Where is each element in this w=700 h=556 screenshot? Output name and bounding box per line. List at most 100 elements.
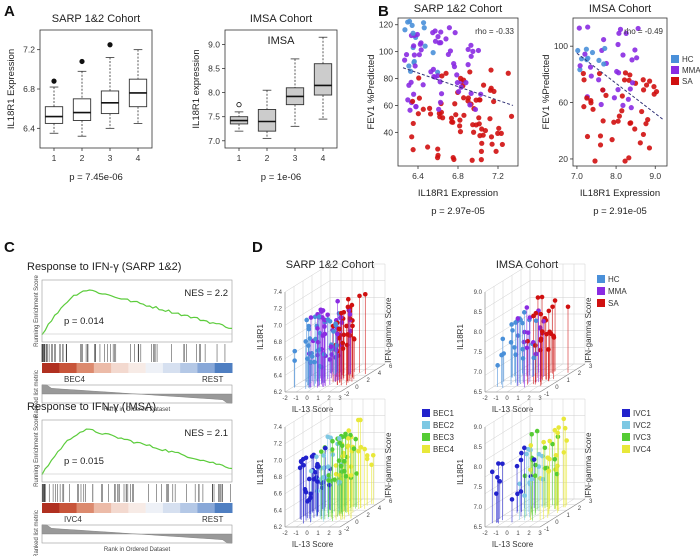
scatter3d-point: [520, 320, 525, 326]
scatter-point: [472, 106, 479, 113]
box: [313, 63, 333, 96]
scatter3d-point: [510, 328, 515, 333]
scatter3d-point: [527, 315, 533, 320]
scatter-point: [619, 93, 625, 99]
scatter-point: [496, 125, 502, 131]
z-tick-label: 7.0: [274, 323, 283, 329]
y-axis-label: IFN-gamma Score: [384, 432, 393, 498]
scatter-point: [473, 97, 479, 103]
scatter-point: [410, 120, 416, 127]
y-tick-label: 60: [384, 100, 394, 110]
y-tick-label: 6.4: [23, 123, 35, 133]
scatter3d-point: [333, 463, 339, 468]
scatter-point: [480, 82, 487, 88]
scatter3d-point: [554, 471, 560, 477]
x-tick-label: 2: [265, 153, 270, 163]
rank-color-band: [197, 363, 216, 373]
scatter3d-point: [334, 343, 340, 348]
scatter-point: [418, 40, 424, 46]
scatter3d-point: [355, 417, 361, 423]
scatter3d-point: [335, 298, 340, 304]
scatter-point: [628, 120, 634, 126]
y-axis-label: IFN-gamma Score: [584, 297, 593, 363]
x-tick-label: 3: [108, 153, 113, 163]
rank-color-band: [76, 363, 95, 373]
scatter3d-point: [552, 427, 558, 433]
scatter-point: [406, 63, 412, 69]
scatter-point: [600, 36, 607, 43]
scatter3d-point: [522, 493, 527, 498]
x-tick-label: 1: [52, 153, 57, 163]
scatter-point: [449, 119, 455, 125]
scatter-point: [627, 72, 633, 78]
scatter-point: [409, 22, 415, 28]
rank-color-band: [214, 363, 233, 373]
scatter-point: [427, 111, 434, 117]
scatter3d-point: [308, 491, 314, 497]
scatter-point: [440, 115, 446, 121]
x-tick-label: 3: [338, 531, 342, 537]
p-value: p = 7.45e-06: [69, 172, 123, 183]
y-tick-label: 2: [367, 378, 371, 384]
scatter3d-point: [341, 458, 347, 464]
grid-line: [284, 280, 331, 309]
scatter-point: [407, 107, 413, 113]
z-tick-label: 6.4: [274, 508, 283, 514]
y-tick-label: 80: [384, 74, 394, 84]
y-tick-label: 100: [554, 41, 568, 51]
y-tick-label: 8.0: [208, 88, 220, 98]
scatter-point: [420, 82, 426, 88]
rank-color-band: [128, 503, 147, 513]
grid-line: [317, 363, 364, 393]
scatter3d-point: [364, 453, 370, 458]
y-tick-label: 6.8: [23, 84, 35, 94]
scatter-point: [588, 73, 594, 79]
scatter-point: [587, 64, 594, 70]
legend-swatch: [622, 421, 630, 429]
scatter3d-point: [297, 465, 303, 471]
scatter-point: [619, 108, 625, 114]
y-tick-label: 8.5: [208, 64, 220, 74]
scatter-point: [406, 18, 413, 24]
scatter3d-point: [308, 468, 314, 474]
gsea-title: Response to IFN-γ (IMSA): [27, 401, 156, 413]
scatter3d-point: [348, 473, 354, 478]
scatter-point: [493, 148, 499, 154]
legend-swatch: [671, 77, 679, 85]
scatter3d-point: [346, 428, 352, 433]
scatter3d-point: [309, 354, 315, 359]
scatter3d-point: [298, 458, 304, 464]
scatter3d-point: [321, 352, 327, 357]
outlier-point: [107, 42, 113, 48]
scatter-point: [615, 41, 621, 48]
scatter-point: [435, 146, 441, 152]
scatter3d-point: [305, 343, 311, 348]
scatter-point: [443, 36, 449, 42]
boxplot-title: SARP 1&2 Cohort: [52, 13, 140, 25]
y-tick-label: 1: [567, 378, 571, 384]
scatter-point: [576, 25, 582, 31]
x-tick-label: 6.8: [452, 171, 464, 181]
scatter3d-point: [322, 324, 327, 329]
scatter-point: [465, 98, 471, 104]
z-tick-label: 7.4: [274, 290, 283, 296]
scatter-point: [635, 25, 641, 32]
boxplot-frame: [224, 29, 338, 149]
x-tick-label: -1: [293, 396, 299, 402]
scatter-point: [643, 121, 649, 127]
legend-label: SA: [682, 77, 693, 86]
scatter-point: [601, 61, 607, 67]
scatter-point: [438, 29, 444, 35]
grid-line: [328, 363, 375, 393]
y-tick-label: 100: [379, 47, 393, 57]
scatter-point: [577, 63, 583, 69]
scatter3d-point: [337, 479, 342, 485]
rank-color-band: [93, 503, 112, 513]
x-tick-label: -2: [282, 396, 288, 402]
legend-label: BEC4: [433, 445, 454, 454]
scatter-point: [589, 49, 596, 56]
grid-line: [484, 280, 531, 309]
y-tick-label: 0: [555, 385, 559, 391]
scatter-point: [596, 70, 603, 77]
legend-swatch: [622, 433, 630, 441]
